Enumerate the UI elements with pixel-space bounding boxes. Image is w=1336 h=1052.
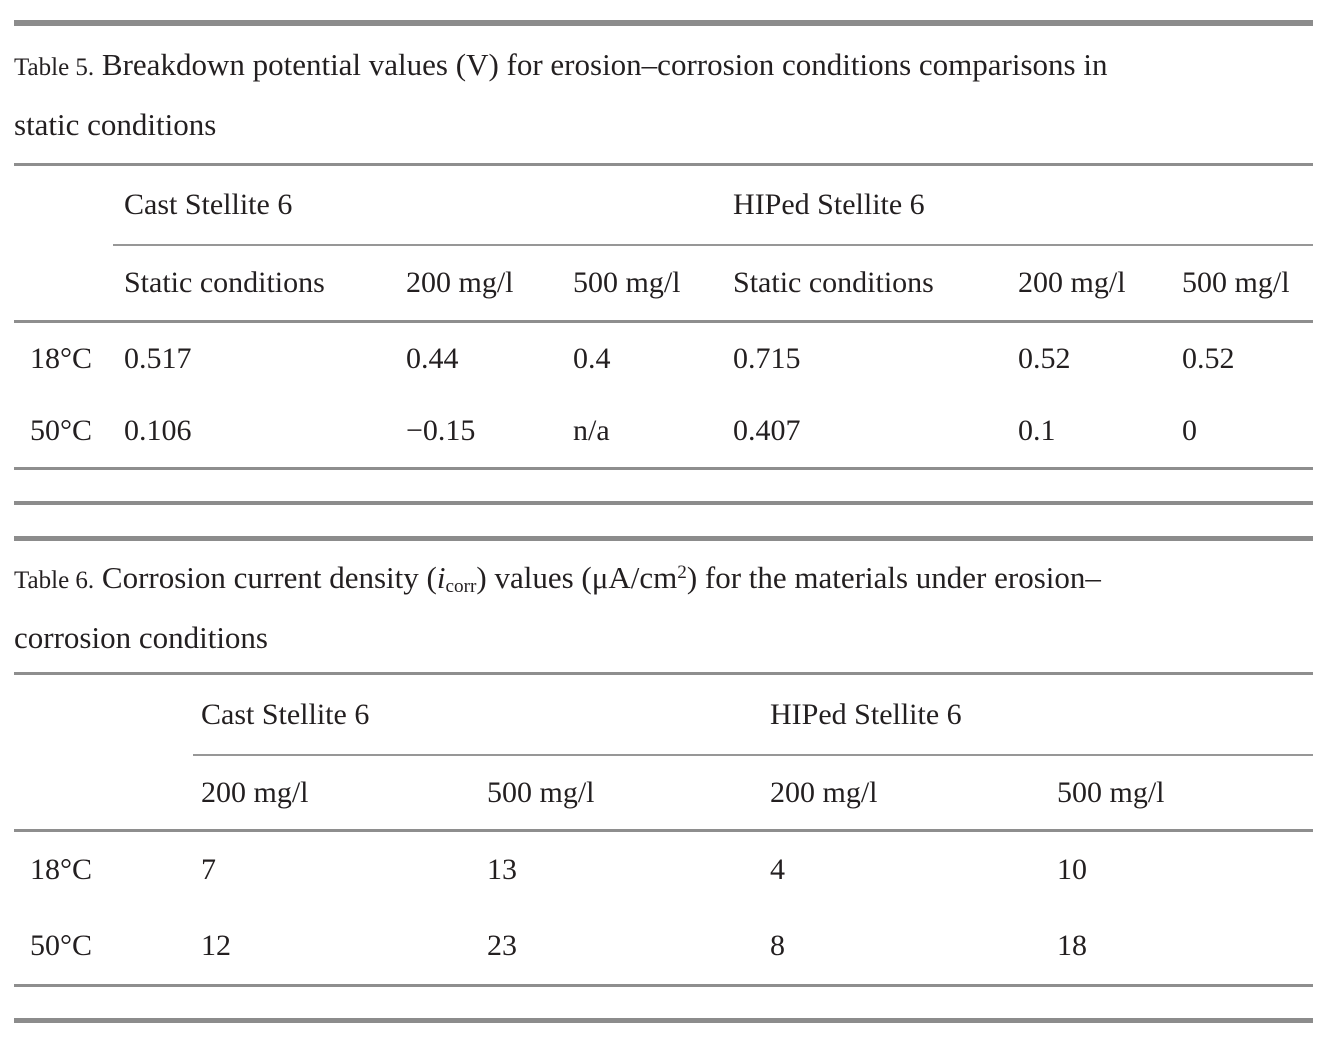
table-cell: 0.407 bbox=[733, 414, 801, 447]
row-label: 18°C bbox=[30, 342, 93, 375]
table6-col-header: 200 mg/l bbox=[762, 755, 1050, 832]
page: Table 5. Breakdown potential values (V) … bbox=[0, 20, 1336, 1023]
table6-row-50c: 50°C 12 23 8 18 bbox=[14, 908, 1313, 986]
table6-caption-pre: Corrosion current density ( bbox=[101, 560, 437, 595]
row-label: 50°C bbox=[30, 929, 93, 962]
table5-corner-spacer bbox=[14, 165, 113, 246]
table6-grid: Cast Stellite 6 HIPed Stellite 6 200 mg/… bbox=[14, 672, 1314, 987]
table6-row-18c: 18°C 7 13 4 10 bbox=[14, 831, 1313, 909]
table5-caption: Table 5. Breakdown potential values (V) … bbox=[14, 36, 1313, 153]
table6-subheader-spacer bbox=[14, 755, 193, 832]
row-label: 18°C bbox=[30, 853, 93, 886]
table-cell: 13 bbox=[487, 853, 517, 886]
table-cell: 0.106 bbox=[124, 414, 192, 447]
table5-col-header: 200 mg/l bbox=[1007, 245, 1172, 323]
bottom-rule bbox=[14, 1018, 1313, 1023]
table5-caption-label: Table 5. bbox=[14, 54, 95, 81]
table5-col-header: 500 mg/l bbox=[562, 245, 723, 323]
table-cell: 23 bbox=[487, 929, 517, 962]
table6-group-header-cast: Cast Stellite 6 bbox=[193, 673, 763, 756]
table-cell: 0.52 bbox=[1018, 342, 1071, 375]
table-cell: 0.1 bbox=[1018, 414, 1056, 447]
row-label: 50°C bbox=[30, 414, 93, 447]
table5-subheader-spacer bbox=[14, 245, 113, 323]
table-cell: −0.15 bbox=[406, 414, 476, 447]
table6-caption-icorr-var: i bbox=[436, 560, 446, 595]
table5-caption-line1: Breakdown potential values (V) for erosi… bbox=[101, 47, 1108, 82]
table5-col-header: 200 mg/l bbox=[395, 245, 562, 323]
table6-corner-spacer bbox=[14, 674, 193, 756]
table5-subheader-row: Static conditions 200 mg/l 500 mg/l Stat… bbox=[14, 245, 1314, 323]
table-cell: 0.517 bbox=[124, 342, 192, 375]
table6-col-header: 500 mg/l bbox=[1049, 755, 1314, 832]
table6-caption-mid: ) values (μA/cm bbox=[476, 560, 678, 595]
table-cell: 18 bbox=[1057, 929, 1088, 962]
table-cell: 0.715 bbox=[733, 342, 801, 375]
table-cell: 0.52 bbox=[1182, 342, 1235, 375]
table6-col-header: 200 mg/l bbox=[193, 755, 479, 832]
table5-col-header: Static conditions bbox=[113, 245, 395, 323]
table-cell: 4 bbox=[770, 853, 786, 886]
table5-col-header: 500 mg/l bbox=[1171, 245, 1314, 323]
table6-subheader-row: 200 mg/l 500 mg/l 200 mg/l 500 mg/l bbox=[14, 755, 1314, 832]
table5-grid: Cast Stellite 6 HIPed Stellite 6 Static … bbox=[14, 163, 1314, 470]
table-cell: 0.4 bbox=[573, 342, 611, 375]
table5-row-18c: 18°C 0.517 0.44 0.4 0.715 0.52 0.52 bbox=[14, 322, 1313, 396]
table-cell: 0.44 bbox=[406, 342, 459, 375]
table-cell: 7 bbox=[201, 853, 216, 886]
table6-group-header-hiped: HIPed Stellite 6 bbox=[762, 673, 1314, 756]
table5-caption-line2: static conditions bbox=[14, 107, 217, 142]
table6-col-header: 500 mg/l bbox=[479, 755, 763, 832]
table5-row-50c: 50°C 0.106 −0.15 n/a 0.407 0.1 0 bbox=[14, 395, 1313, 469]
section-divider-rule bbox=[14, 536, 1313, 541]
table6-caption-icorr-sub: corr bbox=[445, 576, 477, 598]
table5-col-header: Static conditions bbox=[722, 245, 1008, 323]
top-rule bbox=[14, 20, 1313, 26]
table5-group-header-row: Cast Stellite 6 HIPed Stellite 6 bbox=[14, 164, 1314, 246]
table-cell: 12 bbox=[201, 929, 231, 962]
table6-caption-post: ) for the materials under erosion– bbox=[686, 560, 1101, 595]
table6-caption-label: Table 6. bbox=[14, 567, 95, 594]
table-cell: 10 bbox=[1057, 853, 1088, 886]
table-cell: 8 bbox=[770, 929, 786, 962]
table5-group-header-hiped: HIPed Stellite 6 bbox=[722, 164, 1314, 246]
table5-group-header-cast: Cast Stellite 6 bbox=[113, 164, 723, 246]
table6-group-header-row: Cast Stellite 6 HIPed Stellite 6 bbox=[14, 673, 1314, 756]
table-cell: 0 bbox=[1182, 414, 1198, 447]
table6-caption-sup2: 2 bbox=[677, 562, 687, 584]
table6-caption: Table 6. Corrosion current density (icor… bbox=[14, 549, 1313, 666]
table-cell: n/a bbox=[573, 414, 610, 447]
table6-caption-line2: corrosion conditions bbox=[14, 620, 268, 655]
table5-closing-rule bbox=[14, 501, 1313, 505]
